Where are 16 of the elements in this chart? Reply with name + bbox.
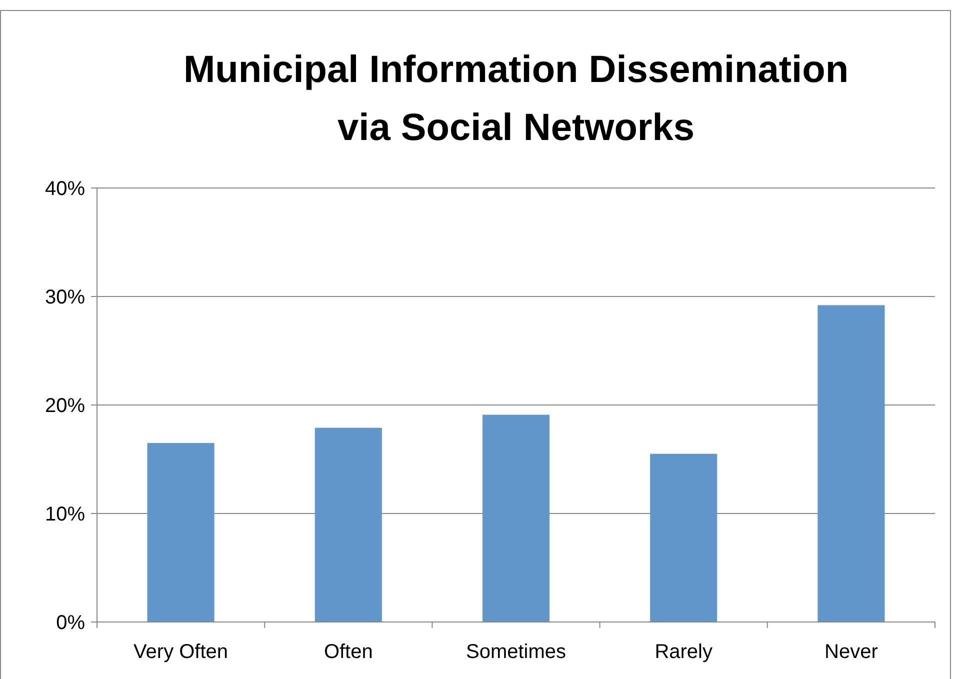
y-tick-label: 10% [44,504,86,526]
bar [650,454,718,622]
bar [818,305,885,622]
y-tick-label: 40% [44,178,86,200]
y-tick-label: 20% [44,395,86,417]
y-tick-label: 0% [56,612,86,634]
x-tick-label: Sometimes [466,641,566,663]
x-tick-label: Rarely [654,641,712,663]
y-tick-label: 30% [44,286,86,308]
x-tick-label: Very Often [134,641,228,663]
bar [314,428,382,622]
bar [482,414,550,622]
x-tick-label: Never [824,641,878,663]
bar [147,442,214,622]
chart-title: Municipal Information Dissemination via Social Networks [183,49,849,149]
x-tick-label: Often [324,641,373,663]
